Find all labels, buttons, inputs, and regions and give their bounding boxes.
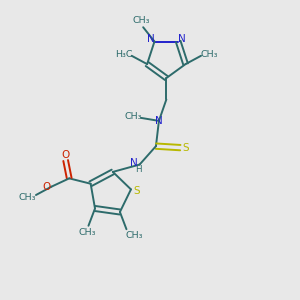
Text: CH₃: CH₃: [133, 16, 150, 25]
Text: N: N: [147, 34, 155, 44]
Text: N: N: [178, 34, 186, 44]
Text: CH₃: CH₃: [18, 194, 36, 202]
Text: H₃C: H₃C: [115, 50, 132, 59]
Text: CH₃: CH₃: [126, 231, 143, 240]
Text: O: O: [61, 150, 70, 160]
Text: S: S: [134, 186, 140, 196]
Text: CH₃: CH₃: [124, 112, 142, 121]
Text: N: N: [130, 158, 138, 168]
Text: H: H: [135, 165, 142, 174]
Text: O: O: [42, 182, 50, 192]
Text: CH₃: CH₃: [200, 50, 218, 59]
Text: S: S: [182, 142, 189, 153]
Text: CH₃: CH₃: [79, 228, 96, 237]
Text: N: N: [155, 116, 163, 126]
